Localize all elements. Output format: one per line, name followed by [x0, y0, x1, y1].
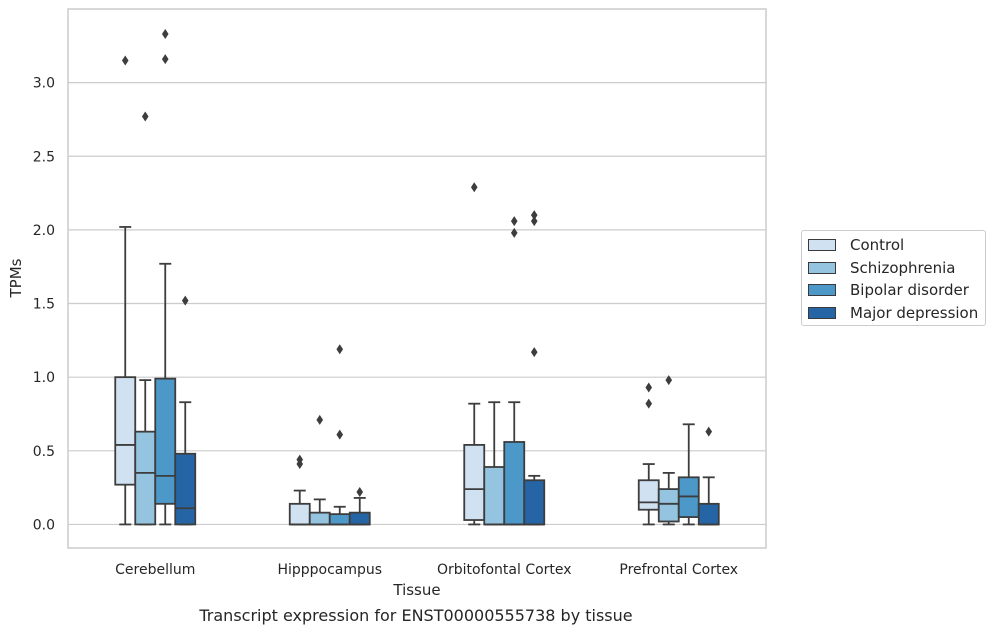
outlier-point: [356, 487, 364, 498]
outlier-point: [121, 55, 129, 66]
box-iqr: [637, 479, 660, 511]
x-tick-label: Orbitofontal Cortex: [437, 562, 572, 578]
outlier-point: [161, 29, 169, 40]
box-0-2: [154, 29, 177, 526]
boxes: [114, 29, 720, 526]
legend-item-schizophrenia: Schizophrenia: [808, 259, 955, 277]
box-iqr: [697, 502, 720, 526]
box-iqr: [483, 466, 506, 526]
outlier-point: [645, 398, 653, 409]
outlier-point: [316, 414, 324, 425]
box-iqr: [348, 511, 371, 526]
legend-label-major-depression: Major depression: [850, 304, 979, 322]
box-3-3: [697, 426, 720, 526]
box-iqr: [134, 430, 157, 526]
legend-item-bipolar-disorder: Bipolar disorder: [808, 281, 969, 299]
box-iqr: [328, 513, 351, 526]
outlier-point: [336, 429, 344, 440]
legend-swatch-major-depression: [808, 307, 836, 319]
box-1-0: [288, 454, 311, 526]
box-3-1: [657, 375, 680, 526]
outlier-point: [161, 54, 169, 65]
x-tick-label: Hipppocampus: [277, 562, 382, 578]
y-tick-label: 2.0: [33, 223, 55, 239]
legend-swatch-bipolar-disorder: [808, 284, 836, 296]
x-tick-labels: Cerebellum Hipppocampus Orbitofontal Corte…: [115, 562, 738, 578]
box-iqr: [308, 511, 331, 526]
box-2-3: [523, 210, 546, 526]
box-iqr: [288, 502, 311, 526]
x-axis-label: Tissue: [392, 581, 440, 599]
legend-label-bipolar-disorder: Bipolar disorder: [850, 281, 969, 299]
y-tick-label: 0.0: [33, 517, 55, 533]
plot-frame: [67, 8, 767, 549]
box-2-1: [483, 401, 506, 526]
box-iqr: [154, 377, 177, 505]
outlier-point: [181, 295, 189, 306]
box-iqr: [657, 488, 680, 523]
y-axis-label: TPMs: [7, 258, 25, 298]
box-3-0: [637, 382, 660, 526]
legend-label-control: Control: [850, 236, 905, 254]
y-tick-label: 0.5: [33, 444, 55, 460]
box-1-1: [308, 414, 331, 526]
outlier-point: [470, 182, 478, 193]
outlier-point: [296, 459, 304, 470]
y-tick-label: 3.0: [33, 76, 55, 92]
box-iqr: [523, 479, 546, 526]
y-tick-label: 2.5: [33, 149, 55, 165]
box-2-0: [463, 182, 486, 526]
box-0-0: [114, 55, 137, 526]
outlier-point: [530, 216, 538, 227]
legend-swatch-schizophrenia: [808, 262, 836, 274]
outlier-point: [510, 227, 518, 238]
y-tick-labels: 0.0 0.5 1.0 1.5 2.0 2.5 3.0: [33, 76, 55, 534]
legend-item-control: Control: [808, 236, 904, 254]
outlier-point: [336, 344, 344, 355]
legend: Control Schizophrenia Bipolar disorder M…: [801, 230, 986, 326]
box-3-2: [677, 423, 700, 526]
outlier-point: [665, 375, 673, 386]
legend-item-major-depression: Major depression: [808, 304, 978, 322]
legend-swatch-control: [808, 239, 836, 251]
box-iqr: [463, 444, 486, 521]
outlier-point: [141, 111, 149, 122]
outlier-point: [510, 216, 518, 227]
outlier-point: [705, 426, 713, 437]
chart-caption: Transcript expression for ENST0000055573…: [199, 606, 633, 625]
y-tick-label: 1.5: [33, 297, 55, 313]
box-2-2: [503, 216, 526, 526]
box-iqr: [114, 376, 137, 486]
outlier-point: [530, 347, 538, 358]
box-0-1: [134, 111, 157, 526]
x-tick-label: Cerebellum: [115, 562, 195, 578]
box-0-3: [174, 295, 197, 526]
box-iqr: [174, 452, 197, 526]
outlier-point: [530, 210, 538, 221]
outlier-point: [645, 382, 653, 393]
box-iqr: [503, 441, 526, 526]
box-1-3: [348, 487, 371, 526]
x-tick-label: Prefrontal Cortex: [619, 562, 738, 578]
legend-label-schizophrenia: Schizophrenia: [850, 259, 956, 277]
y-tick-label: 1.0: [33, 370, 55, 386]
box-1-2: [328, 344, 351, 526]
